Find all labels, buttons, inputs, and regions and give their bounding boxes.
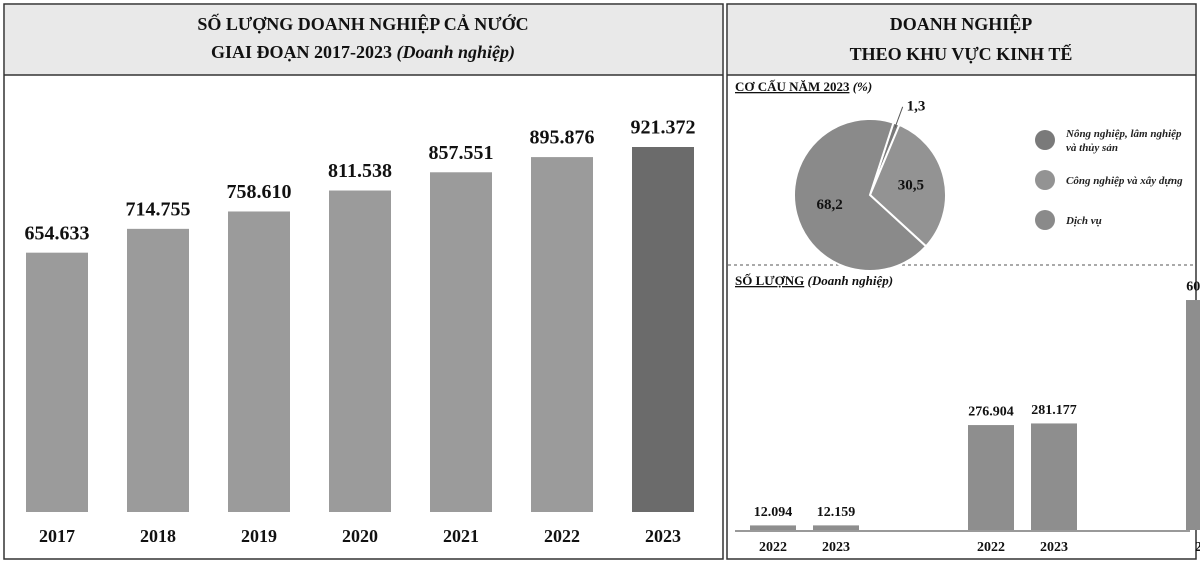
legend-label: Công nghiệp và xây dựng [1066, 175, 1183, 187]
unit: (%) [853, 79, 873, 94]
legend-label: Dịch vụ [1066, 215, 1102, 227]
x-tick-label: 2022 [1195, 540, 1200, 555]
x-tick-label: 2023 [1040, 540, 1068, 555]
value-label: 276.904 [968, 405, 1014, 420]
pie-title: CƠ CẤU NĂM 2023 (%) [735, 79, 872, 94]
value-label: 606.878 [1186, 280, 1200, 295]
left-panel [3, 3, 724, 560]
value-label: 30,5 [898, 177, 924, 193]
bar [127, 228, 189, 512]
bar [26, 252, 88, 512]
bar [1186, 300, 1200, 530]
bar [430, 172, 492, 512]
value-label: 857.551 [429, 142, 494, 164]
bar [228, 211, 290, 512]
bar [1031, 423, 1077, 530]
x-tick-label: 2023 [645, 526, 681, 546]
x-tick-label: 2021 [443, 526, 479, 546]
unit: (Doanh nghiệp) [807, 273, 893, 288]
pie-slice [868, 123, 947, 248]
bar [632, 147, 694, 512]
bar [531, 157, 593, 512]
right-header [728, 5, 1195, 75]
x-tick-label: 2023 [822, 540, 850, 555]
value-label: 12.159 [817, 505, 856, 520]
bar [968, 425, 1014, 530]
value-label: 1,3 [907, 98, 926, 114]
chart-subtitle: GIAI ĐOẠN 2017-2023 (Doanh nghiệp) [211, 42, 515, 63]
bar [813, 525, 859, 530]
x-tick-label: 2020 [342, 526, 378, 546]
legend-item: Dịch vụ [1066, 215, 1102, 227]
title: SỐ LƯỢNG [735, 273, 804, 288]
x-tick-label: 2022 [544, 526, 580, 546]
legend-item: Nông nghiệp, lâm nghiệp và thủy sản [1066, 128, 1182, 154]
value-label: 758.610 [227, 181, 292, 203]
value-label: 714.755 [126, 198, 191, 220]
pie-slice [793, 118, 928, 272]
right-panel [726, 3, 1197, 560]
legend-label: Nông nghiệp, lâm nghiệp và thủy sản [1066, 128, 1182, 154]
x-tick-label: 2022 [977, 540, 1005, 555]
value-label: 654.633 [25, 222, 90, 244]
panel-subtitle: THEO KHU VỰC KINH TẾ [850, 43, 1073, 64]
bar [329, 190, 391, 512]
title: CƠ CẤU NĂM 2023 [735, 79, 850, 94]
panel-title: DOANH NGHIỆP [890, 13, 1033, 34]
left-header [5, 5, 722, 75]
legend-swatch [1035, 210, 1055, 230]
leader-line [894, 106, 904, 128]
value-label: 68,2 [816, 197, 842, 213]
value-label: 12.094 [754, 505, 793, 520]
x-tick-label: 2017 [39, 526, 75, 546]
x-tick-label: 2018 [140, 526, 176, 546]
unit: (Doanh nghiệp) [396, 42, 515, 63]
x-tick-label: 2019 [241, 526, 277, 546]
bar-title: SỐ LƯỢNG (Doanh nghiệp) [735, 273, 893, 288]
value-label: 811.538 [328, 160, 392, 182]
value-label: 895.876 [530, 127, 595, 149]
legend-swatch [1035, 170, 1055, 190]
legend-swatch [1035, 130, 1055, 150]
bar [750, 525, 796, 530]
value-label: 921.372 [631, 117, 696, 139]
x-tick-label: 2022 [759, 540, 787, 555]
legend-item: Công nghiệp và xây dựng [1066, 175, 1183, 187]
subtitle: GIAI ĐOẠN 2017-2023 [211, 42, 392, 62]
value-label: 281.177 [1031, 403, 1077, 418]
chart-title: SỐ LƯỢNG DOANH NGHIỆP CẢ NƯỚC [197, 13, 528, 34]
